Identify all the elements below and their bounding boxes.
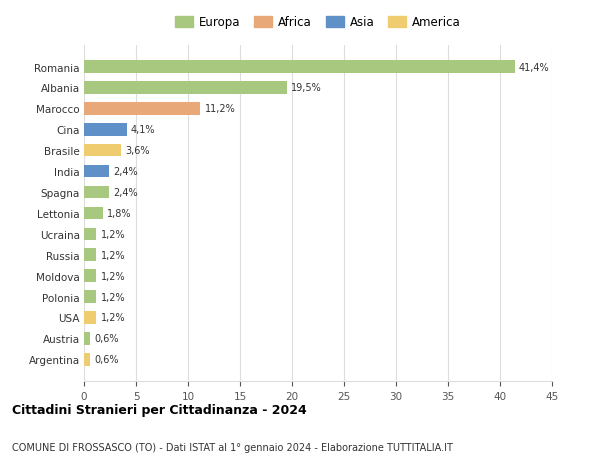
Legend: Europa, Africa, Asia, America: Europa, Africa, Asia, America xyxy=(170,11,466,34)
Text: Cittadini Stranieri per Cittadinanza - 2024: Cittadini Stranieri per Cittadinanza - 2… xyxy=(12,403,307,416)
Text: 1,8%: 1,8% xyxy=(107,208,131,218)
Text: 4,1%: 4,1% xyxy=(131,125,155,135)
Text: 19,5%: 19,5% xyxy=(291,83,322,93)
Text: COMUNE DI FROSSASCO (TO) - Dati ISTAT al 1° gennaio 2024 - Elaborazione TUTTITAL: COMUNE DI FROSSASCO (TO) - Dati ISTAT al… xyxy=(12,442,453,452)
Text: 1,2%: 1,2% xyxy=(101,250,125,260)
Bar xyxy=(84,165,109,178)
Text: 3,6%: 3,6% xyxy=(125,146,150,156)
Text: 1,2%: 1,2% xyxy=(101,313,125,323)
Bar xyxy=(84,186,109,199)
Text: 1,2%: 1,2% xyxy=(101,292,125,302)
Bar xyxy=(84,249,97,262)
Text: 1,2%: 1,2% xyxy=(101,230,125,239)
Bar xyxy=(84,145,121,157)
Text: 1,2%: 1,2% xyxy=(101,271,125,281)
Text: 0,6%: 0,6% xyxy=(94,334,119,344)
Bar xyxy=(84,228,97,241)
Bar xyxy=(84,353,90,366)
Bar xyxy=(84,82,287,95)
Text: 0,6%: 0,6% xyxy=(94,354,119,364)
Text: 2,4%: 2,4% xyxy=(113,188,138,197)
Bar xyxy=(84,103,200,115)
Text: 11,2%: 11,2% xyxy=(205,104,235,114)
Bar xyxy=(84,332,90,345)
Bar xyxy=(84,291,97,303)
Bar xyxy=(84,207,103,220)
Bar xyxy=(84,312,97,324)
Bar xyxy=(84,270,97,282)
Text: 2,4%: 2,4% xyxy=(113,167,138,177)
Text: 41,4%: 41,4% xyxy=(519,62,550,73)
Bar xyxy=(84,61,515,73)
Bar xyxy=(84,124,127,136)
